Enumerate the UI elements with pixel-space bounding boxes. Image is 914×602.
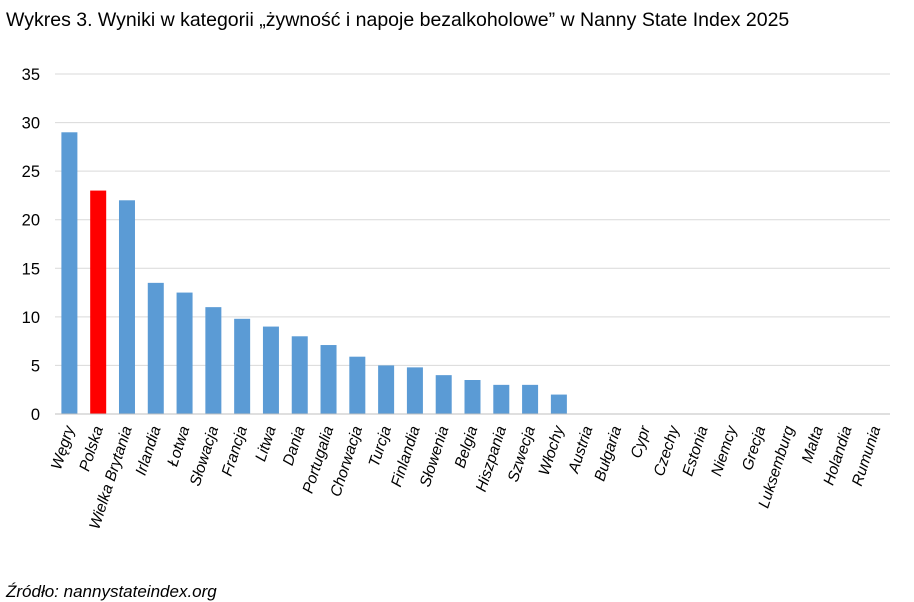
bar-chorwacja: [349, 356, 366, 414]
y-tick-label: 0: [31, 406, 40, 424]
x-tick-label: Szwecja: [505, 424, 539, 485]
y-tick-label: 5: [31, 357, 40, 375]
bar-francja: [234, 318, 251, 414]
bar-turcja: [378, 365, 395, 414]
bar-litwa: [262, 326, 279, 414]
x-tick-label: Cypr: [628, 423, 655, 460]
bar-irlandia: [147, 282, 164, 414]
bar-słowenia: [435, 375, 452, 414]
x-tick-label: Węgry: [48, 423, 78, 472]
bar-wielka-brytania: [118, 200, 135, 414]
y-tick-label: 35: [22, 66, 40, 84]
x-tick-label: Estonia: [680, 424, 712, 479]
x-tick-label: Słowacja: [187, 424, 222, 489]
x-tick-label: Litwa: [252, 424, 279, 464]
y-tick-label: 20: [22, 212, 40, 230]
bar-finlandia: [406, 367, 423, 414]
x-tick-label: Łotwa: [164, 424, 193, 469]
y-tick-label: 15: [22, 260, 40, 278]
bar-węgry: [61, 132, 78, 415]
bar-portugalia: [320, 345, 337, 414]
source-note: Źródło: nannystateindex.org: [6, 582, 217, 601]
x-tick-label: Irlandia: [133, 424, 165, 478]
bars: [61, 132, 567, 415]
y-axis-ticks: 0 5 10 15 20 25 30 35: [22, 66, 40, 424]
x-tick-label: Francja: [219, 424, 251, 479]
y-tick-label: 25: [22, 163, 40, 181]
x-tick-label: Belgia: [452, 424, 482, 471]
x-tick-label: Austria: [565, 424, 597, 476]
gridlines: [55, 73, 890, 366]
y-tick-label: 30: [22, 115, 40, 133]
y-tick-label: 10: [22, 309, 40, 327]
x-tick-label: Malta: [799, 424, 827, 466]
bar-szwecja: [522, 384, 539, 414]
bar-belgia: [464, 380, 481, 414]
x-tick-label: Niemcy: [708, 423, 741, 479]
x-tick-label: Rumunia: [849, 424, 884, 489]
bar-polska: [90, 190, 107, 414]
x-tick-label: Polska: [76, 424, 107, 474]
bar-włochy: [550, 394, 567, 414]
bar-słowacja: [205, 307, 222, 414]
x-tick-label: Turcja: [366, 424, 395, 469]
bar-hiszpania: [493, 384, 510, 414]
bar-dania: [291, 336, 308, 414]
x-tick-label: Czechy: [651, 423, 684, 479]
bar-łotwa: [176, 292, 193, 414]
x-tick-label: Włochy: [536, 423, 568, 478]
x-tick-label: Dania: [280, 424, 309, 468]
x-tick-label: Bułgaria: [592, 424, 626, 484]
chart-title: Wykres 3. Wyniki w kategorii „żywność i …: [6, 9, 790, 31]
x-tick-label: Grecja: [739, 424, 769, 473]
